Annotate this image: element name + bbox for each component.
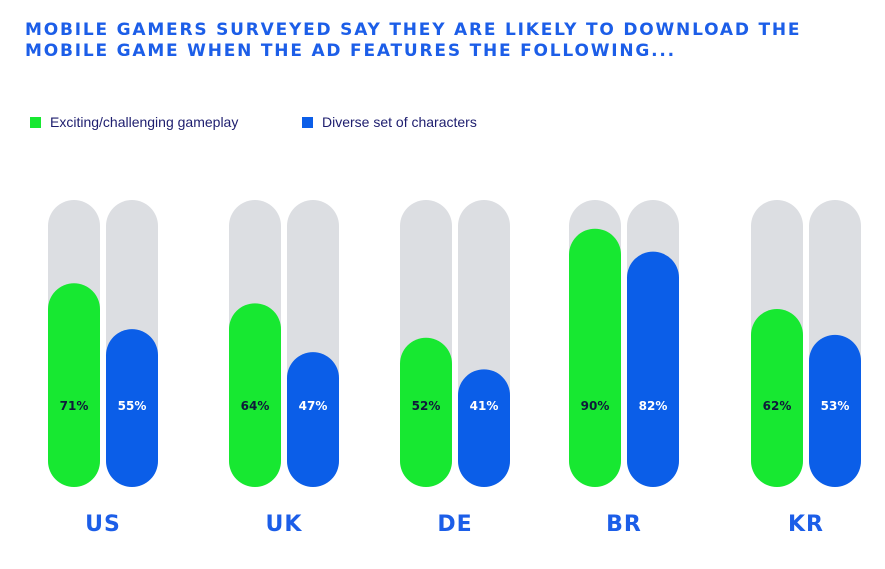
- bar-group-br: 90% 82% BR: [569, 200, 679, 537]
- category-label-us: US: [85, 512, 121, 537]
- chart-title-line-1: MOBILE GAMERS SURVEYED SAY THEY ARE LIKE…: [25, 20, 802, 40]
- bar-uk-characters: [287, 352, 339, 487]
- bar-kr-gameplay: [751, 309, 803, 487]
- legend-item-characters: Diverse set of characters: [302, 114, 477, 130]
- category-label-de: DE: [437, 512, 472, 537]
- value-label-br-gameplay: 90%: [581, 399, 610, 413]
- category-label-br: BR: [606, 512, 642, 537]
- value-label-kr-characters: 53%: [821, 399, 850, 413]
- legend-label-characters: Diverse set of characters: [322, 114, 477, 130]
- value-label-us-gameplay: 71%: [60, 399, 89, 413]
- category-label-kr: KR: [788, 512, 824, 537]
- bar-group-de: 52% 41% DE: [400, 200, 510, 537]
- bar-br-gameplay: [569, 228, 621, 487]
- bar-us-characters: [106, 329, 158, 487]
- bar-kr-characters: [809, 334, 861, 487]
- bar-uk-gameplay: [229, 303, 281, 487]
- bar-de-characters: [458, 369, 510, 487]
- value-label-de-gameplay: 52%: [412, 399, 441, 413]
- value-label-us-characters: 55%: [118, 399, 147, 413]
- legend-item-gameplay: Exciting/challenging gameplay: [30, 114, 238, 130]
- value-label-uk-characters: 47%: [299, 399, 328, 413]
- bar-de-gameplay: [400, 337, 452, 487]
- bar-br-characters: [627, 251, 679, 487]
- bar-group-kr: 62% 53% KR: [751, 200, 861, 537]
- chart-title: MOBILE GAMERS SURVEYED SAY THEY ARE LIKE…: [25, 20, 865, 62]
- legend-swatch-characters: [302, 116, 313, 128]
- legend-swatch-gameplay: [30, 116, 41, 128]
- chart-title-line-2: MOBILE GAME WHEN THE AD FEATURES THE FOL…: [25, 41, 676, 61]
- bar-group-uk: 64% 47% UK: [229, 200, 339, 537]
- value-label-de-characters: 41%: [470, 399, 499, 413]
- value-label-kr-gameplay: 62%: [763, 399, 792, 413]
- value-label-br-characters: 82%: [639, 399, 668, 413]
- value-label-uk-gameplay: 64%: [241, 399, 270, 413]
- legend-label-gameplay: Exciting/challenging gameplay: [50, 114, 239, 130]
- category-label-uk: UK: [266, 512, 303, 537]
- bar-us-gameplay: [48, 283, 100, 487]
- bar-group-us: 71% 55% US: [48, 200, 158, 537]
